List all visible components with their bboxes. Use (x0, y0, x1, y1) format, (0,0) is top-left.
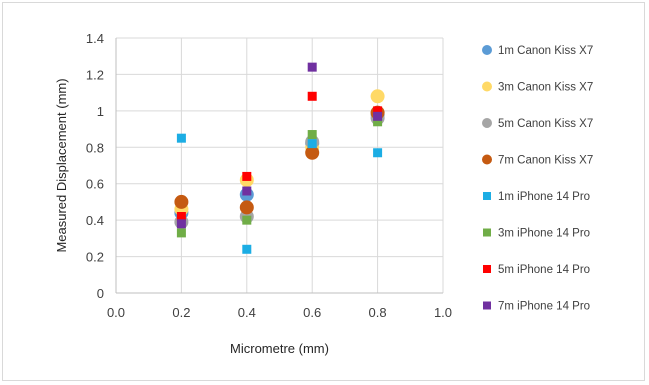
y-tick-label: 1.4 (86, 31, 104, 46)
legend-label-7m-canon-kiss-x7: 7m Canon Kiss X7 (498, 155, 593, 167)
legend-marker-5m-iphone-14-pro (483, 265, 491, 273)
data-points (174, 63, 384, 254)
legend-label-7m-iphone-14-pro: 7m iPhone 14 Pro (498, 301, 590, 313)
legend-marker-3m-iphone-14-pro (483, 229, 491, 237)
gridlines (116, 38, 443, 293)
point-3m-canon-kiss-x7 (371, 89, 385, 103)
legend-label-1m-iphone-14-pro: 1m iPhone 14 Pro (498, 191, 590, 203)
legend-label-3m-canon-kiss-x7: 3m Canon Kiss X7 (498, 82, 593, 94)
point-1m-iphone-14-pro (308, 139, 317, 148)
y-axis-title: Measured Displacement (mm) (54, 78, 69, 252)
point-7m-canon-kiss-x7 (174, 195, 188, 209)
point-1m-iphone-14-pro (373, 148, 382, 157)
point-5m-iphone-14-pro (308, 92, 317, 101)
point-1m-iphone-14-pro (177, 134, 186, 143)
y-tick-label: 1 (97, 104, 104, 119)
legend-label-5m-canon-kiss-x7: 5m Canon Kiss X7 (498, 118, 593, 130)
x-tick-label: 0.0 (107, 305, 125, 320)
y-tick-label: 0.4 (86, 213, 104, 228)
x-tick-labels: 0.0 0.2 0.4 0.6 0.8 1.0 (107, 305, 452, 320)
x-axis-title: Micrometre (mm) (230, 341, 329, 356)
y-tick-label: 1.2 (86, 67, 104, 82)
x-tick-label: 1.0 (434, 305, 452, 320)
point-3m-iphone-14-pro (177, 228, 186, 237)
x-tick-label: 0.6 (303, 305, 321, 320)
y-tick-label: 0.8 (86, 140, 104, 155)
point-7m-iphone-14-pro (177, 219, 186, 228)
legend-marker-3m-canon-kiss-x7 (482, 82, 492, 92)
point-7m-iphone-14-pro (308, 63, 317, 72)
legend-label-3m-iphone-14-pro: 3m iPhone 14 Pro (498, 228, 590, 240)
y-tick-label: 0.6 (86, 177, 104, 192)
axes (116, 38, 443, 293)
point-7m-iphone-14-pro (242, 187, 251, 196)
legend-marker-7m-canon-kiss-x7 (482, 155, 492, 165)
point-3m-iphone-14-pro (308, 130, 317, 139)
legend-label-1m-canon-kiss-x7: 1m Canon Kiss X7 (498, 45, 593, 57)
point-1m-iphone-14-pro (242, 245, 251, 254)
legend-marker-1m-iphone-14-pro (483, 192, 491, 200)
y-tick-labels: 0 0.2 0.4 0.6 0.8 1 1.2 1.4 (86, 31, 104, 301)
x-tick-label: 0.4 (238, 305, 256, 320)
legend-marker-1m-canon-kiss-x7 (482, 45, 492, 55)
legend-marker-7m-iphone-14-pro (483, 302, 491, 310)
x-tick-label: 0.8 (369, 305, 387, 320)
point-7m-iphone-14-pro (373, 112, 382, 121)
legend: 1m Canon Kiss X7 3m Canon Kiss X7 5m Canon… (482, 45, 593, 313)
y-tick-label: 0 (97, 286, 104, 301)
legend-label-5m-iphone-14-pro: 5m iPhone 14 Pro (498, 264, 590, 276)
point-7m-canon-kiss-x7 (240, 200, 254, 214)
legend-marker-5m-canon-kiss-x7 (482, 118, 492, 128)
point-3m-iphone-14-pro (242, 216, 251, 225)
y-tick-label: 0.2 (86, 250, 104, 265)
point-5m-iphone-14-pro (242, 172, 251, 181)
x-tick-label: 0.2 (172, 305, 190, 320)
